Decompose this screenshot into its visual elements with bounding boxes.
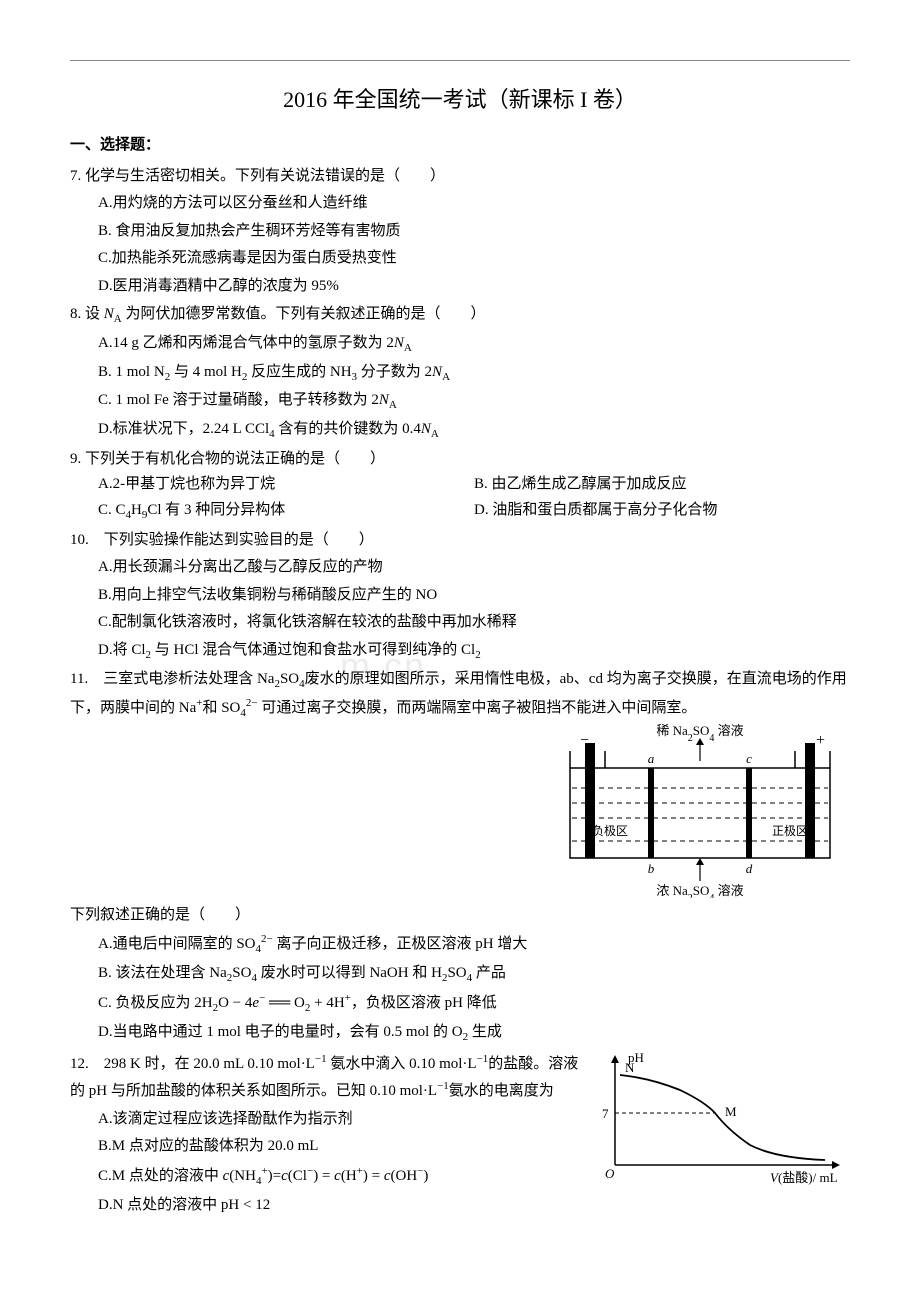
q12-stem-suf: 氨水的电离度为: [449, 1083, 554, 1099]
svg-text:a: a: [648, 751, 655, 766]
q11-D-pre: D.当电路中通过 1 mol 电子的电量时，会有 0.5 mol 的 O: [98, 1024, 463, 1040]
q12-D: D.N 点处的溶液中 pH < 12: [98, 1193, 850, 1219]
q11-C-pre: C. 负极反应为 2H: [98, 995, 213, 1011]
q9-B: B. 由乙烯生成乙醇属于加成反应: [474, 472, 850, 498]
svg-text:7: 7: [602, 1106, 609, 1121]
q12-C-pre: C.M 点处的溶液中: [98, 1168, 223, 1184]
q11-figure: 稀 Na2SO4 溶液 − + a b c d 负极区 正极区: [550, 723, 850, 898]
q8-B: B. 1 mol N2 与 4 mol H2 反应生成的 NH3 分子数为 2N…: [98, 360, 850, 387]
q10-stem: 10. 下列实验操作能达到实验目的是（ ）: [70, 528, 850, 554]
svg-text:浓 Na2SO4 溶液: 浓 Na2SO4 溶液: [656, 883, 743, 898]
q8-D: D.标准状况下，2.24 L CCl4 含有的共价键数为 0.4NA: [98, 417, 850, 444]
q7-C: C.加热能杀死流感病毒是因为蛋白质受热变性: [98, 246, 850, 272]
q11-B-end: SO: [447, 965, 466, 981]
svg-text:正极区: 正极区: [772, 824, 808, 838]
q11-A-suf: 离子向正极迁移，正极区溶液 pH 增大: [273, 936, 528, 952]
q11-D: D.当电路中通过 1 mol 电子的电量时，会有 0.5 mol 的 O2 生成: [98, 1020, 850, 1047]
q11-C-suf: ，负极区溶液 pH 降低: [351, 995, 497, 1011]
section-heading: 一、选择题：: [70, 133, 850, 159]
q11-C-mid: O − 4: [218, 995, 252, 1011]
q8-D-mid: 含有的共价键数为 0.4: [275, 421, 421, 437]
q11-post: 下列叙述正确的是（ ）: [70, 903, 850, 929]
q11-B-mid: SO: [232, 965, 251, 981]
svg-text:V(盐酸)/ mL: V(盐酸)/ mL: [770, 1170, 838, 1185]
q8-B-mid3: 分子数为 2: [357, 364, 432, 380]
q9-A: A.2-甲基丁烷也称为异丁烷: [98, 472, 474, 498]
question-11: 11. 三室式电渗析法处理含 Na2SO4废水的原理如图所示，采用惰性电极，ab…: [70, 667, 850, 1047]
q11-D-suf: 生成: [468, 1024, 502, 1040]
q9-C-pre: C. C: [98, 502, 126, 518]
q9-stem: 9. 下列关于有机化合物的说法正确的是（ ）: [70, 447, 850, 473]
q10-D: D.将 Cl2 与 HCl 混合气体通过饱和食盐水可得到纯净的 Cl2: [98, 638, 850, 665]
q8-A: A.14 g 乙烯和丙烯混合气体中的氢原子数为 2NA: [98, 331, 850, 358]
q11-B-end2: 产品: [472, 965, 506, 981]
svg-text:c: c: [746, 751, 752, 766]
header-rule: [70, 60, 850, 61]
svg-text:负极区: 负极区: [592, 824, 628, 838]
q11-A: A.通电后中间隔室的 SO42− 离子向正极迁移，正极区溶液 pH 增大: [98, 930, 850, 959]
q8-D-pre: D.标准状况下，2.24 L CCl: [98, 421, 269, 437]
q8-C-pre: C. 1 mol Fe 溶于过量硝酸，电子转移数为 2: [98, 392, 379, 408]
q11-stem-pre: 11. 三室式电渗析法处理含 Na: [70, 671, 274, 687]
question-9: 9. 下列关于有机化合物的说法正确的是（ ） A.2-甲基丁烷也称为异丁烷 B.…: [70, 447, 850, 525]
q11-B-pre: B. 该法在处理含 Na: [98, 965, 227, 981]
q7-A: A.用灼烧的方法可以区分蚕丝和人造纤维: [98, 191, 850, 217]
q8-B-mid: 与 4 mol H: [170, 364, 242, 380]
q9-D: D. 油脂和蛋白质都属于高分子化合物: [474, 498, 850, 525]
q8-C: C. 1 mol Fe 溶于过量硝酸，电子转移数为 2NA: [98, 388, 850, 415]
q8-stem: 8. 设 NA 为阿伏加德罗常数值。下列有关叙述正确的是（ ）: [70, 302, 850, 329]
question-8: 8. 设 NA 为阿伏加德罗常数值。下列有关叙述正确的是（ ） A.14 g 乙…: [70, 302, 850, 443]
q7-stem: 7. 化学与生活密切相关。下列有关说法错误的是（ ）: [70, 164, 850, 190]
question-12: pH V(盐酸)/ mL O 7 N M 12. 298 K 时，在 20.0 …: [70, 1050, 850, 1218]
exam-title: 2016 年全国统一考试（新课标 I 卷）: [70, 81, 850, 118]
q9-C-suf: Cl 有 3 种同分异构体: [147, 502, 285, 518]
q11-C: C. 负极反应为 2H2O − 4e− ══ O2 + 4H+，负极区溶液 pH…: [98, 989, 850, 1018]
q8-stem-pre: 8. 设: [70, 306, 104, 322]
q10-C: C.配制氯化铁溶液时，将氯化铁溶解在较浓的盐酸中再加水稀释: [98, 610, 850, 636]
question-10: 10. 下列实验操作能达到实验目的是（ ） A.用长颈漏斗分离出乙酸与乙醇反应的…: [70, 528, 850, 665]
q8-stem-suf: 为阿伏加德罗常数值。下列有关叙述正确的是（ ）: [122, 306, 486, 322]
q10-B: B.用向上排空气法收集铜粉与稀硝酸反应产生的 NO: [98, 583, 850, 609]
q8-A-pre: A.14 g 乙烯和丙烯混合气体中的氢原子数为 2: [98, 335, 394, 351]
q7-D: D.医用消毒酒精中乙醇的浓度为 95%: [98, 274, 850, 300]
q8-B-mid2: 反应生成的 NH: [247, 364, 351, 380]
q12-stem-pre: 12. 298 K 时，在 20.0 mL 0.10 mol·L: [70, 1056, 315, 1072]
svg-text:d: d: [746, 861, 753, 876]
svg-text:+: +: [816, 732, 825, 749]
q10-A: A.用长颈漏斗分离出乙酸与乙醇反应的产物: [98, 555, 850, 581]
q11-B: B. 该法在处理含 Na2SO4 废水时可以得到 NaOH 和 H2SO4 产品: [98, 961, 850, 988]
q11-stem-mid: SO: [280, 671, 299, 687]
q11-A-pre: A.通电后中间隔室的 SO: [98, 936, 256, 952]
q8-B-pre: B. 1 mol N: [98, 364, 165, 380]
q11-C-mid2: ══ O: [265, 995, 305, 1011]
q12-figure: pH V(盐酸)/ mL O 7 N M: [590, 1050, 850, 1190]
svg-text:O: O: [605, 1166, 615, 1181]
question-7: 7. 化学与生活密切相关。下列有关说法错误的是（ ） A.用灼烧的方法可以区分蚕…: [70, 164, 850, 300]
q12-stem-mid: 氨水中滴入 0.10 mol·L: [327, 1056, 477, 1072]
q10-D-mid: 与 HCl 混合气体通过饱和食盐水可得到纯净的 Cl: [151, 642, 475, 658]
q11-C-mid3: + 4H: [310, 995, 344, 1011]
svg-text:M: M: [725, 1104, 737, 1119]
q7-B: B. 食用油反复加热会产生稠环芳烃等有害物质: [98, 219, 850, 245]
q11-B-suf: 废水时可以得到 NaOH 和 H: [257, 965, 442, 981]
q11-stem-suf: 可通过离子交换膜，而两端隔室中离子被阻挡不能进入中间隔室。: [258, 700, 697, 716]
q11-stem: 11. 三室式电渗析法处理含 Na2SO4废水的原理如图所示，采用惰性电极，ab…: [70, 667, 850, 722]
q9-C: C. C4H9Cl 有 3 种同分异构体: [98, 498, 474, 525]
q11-stem-mid3: 和 SO: [202, 700, 240, 716]
svg-text:b: b: [648, 861, 655, 876]
svg-text:N: N: [625, 1060, 635, 1075]
q10-D-pre: D.将 Cl: [98, 642, 146, 658]
